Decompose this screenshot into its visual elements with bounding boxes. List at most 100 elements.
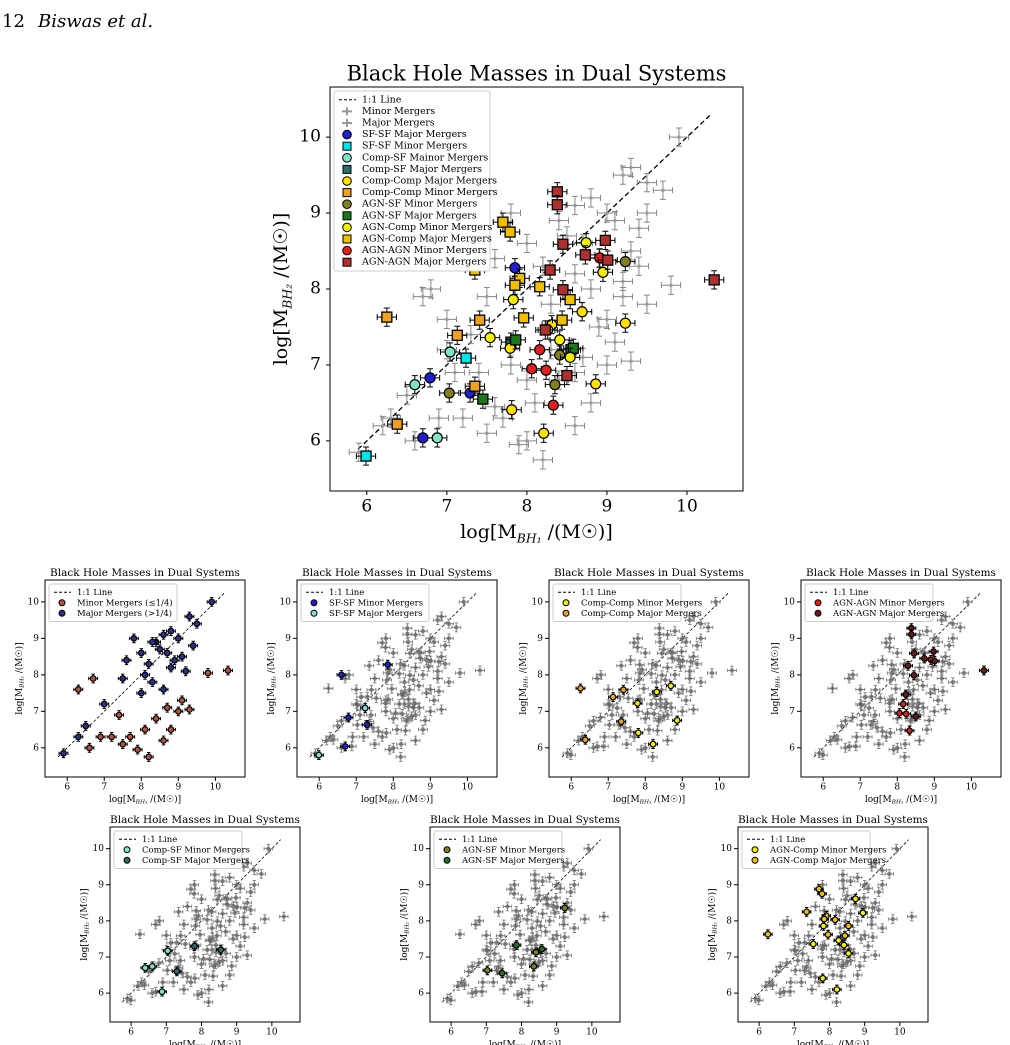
y-axis-label: log[MBH₂ /(M☉)]	[770, 642, 782, 714]
background-point	[405, 639, 411, 645]
background-point	[816, 980, 822, 985]
background-point	[532, 878, 538, 884]
x-tick-label: 9	[602, 497, 613, 517]
point	[554, 349, 566, 361]
point	[556, 314, 568, 326]
legend-label: 1:1 Line	[77, 588, 112, 598]
background-point	[517, 932, 523, 937]
background-point	[153, 989, 158, 994]
legend-label: Minor Mergers	[362, 106, 435, 117]
point	[431, 432, 443, 444]
background-point	[713, 599, 718, 605]
point	[141, 964, 149, 972]
background-point	[405, 632, 410, 637]
axis-label-part: log[M	[109, 795, 136, 805]
background-point	[694, 661, 700, 667]
point	[141, 726, 149, 733]
background-point	[834, 999, 839, 1005]
background-point	[895, 745, 900, 751]
legend-swatch	[814, 599, 822, 607]
point	[477, 393, 489, 405]
x-tick-label: 10	[966, 783, 978, 793]
background-point	[398, 741, 404, 747]
legend-label: AGN-AGN Major Mergers	[361, 257, 487, 268]
background-point	[676, 690, 681, 696]
point	[156, 645, 164, 653]
background-point	[369, 687, 374, 693]
background-point	[372, 741, 378, 747]
background-point	[199, 896, 204, 902]
background-point	[784, 960, 790, 966]
y-tick-label: 10	[280, 597, 292, 607]
point	[357, 450, 361, 454]
background-point	[924, 672, 930, 678]
point	[629, 359, 633, 363]
background-point	[164, 933, 169, 938]
point	[532, 948, 540, 956]
background-point	[435, 617, 440, 623]
background-point	[828, 738, 833, 743]
x-tick-label: 9	[234, 1028, 240, 1038]
background-point	[965, 599, 970, 605]
x-axis-label: log[MBH₁ /(M☉)]	[169, 1039, 241, 1045]
background-point	[407, 687, 412, 693]
background-point	[530, 973, 536, 979]
y-tick-label: 8	[98, 916, 104, 926]
point	[160, 631, 167, 639]
background-point	[680, 709, 685, 714]
background-point	[688, 659, 694, 664]
background-point	[244, 952, 250, 958]
point	[361, 704, 369, 712]
legend-swatch	[342, 107, 352, 116]
background-point	[637, 662, 642, 667]
point	[137, 649, 145, 657]
background-point	[655, 728, 660, 733]
background-point	[889, 697, 895, 702]
background-point	[540, 911, 545, 916]
point	[912, 713, 920, 720]
legend-swatch	[123, 856, 131, 864]
background-point	[679, 649, 684, 654]
y-tick-label: 9	[310, 203, 321, 223]
background-point	[496, 964, 501, 970]
point	[910, 671, 918, 679]
background-point	[665, 632, 670, 637]
background-point	[241, 915, 246, 920]
point	[902, 691, 910, 698]
x-tick-label: 7	[163, 1028, 169, 1038]
background-point	[586, 846, 591, 851]
background-point	[887, 636, 893, 641]
background-point	[491, 980, 496, 985]
background-point	[900, 671, 906, 676]
y-tick-label: 7	[537, 707, 543, 717]
background-point	[806, 958, 811, 963]
y-tick-label: 8	[285, 670, 291, 680]
background-point	[266, 846, 271, 851]
background-point	[887, 701, 892, 706]
background-point	[244, 860, 250, 866]
background-point	[512, 954, 517, 960]
background-point	[496, 909, 501, 915]
background-point	[540, 878, 545, 884]
point	[649, 740, 657, 748]
point	[581, 736, 589, 744]
y-tick-label: 10	[413, 844, 425, 854]
background-point	[756, 998, 761, 1003]
background-point	[487, 958, 493, 963]
axis-label-part: /(M☉)]	[14, 642, 25, 676]
background-point	[961, 670, 967, 676]
background-point	[185, 974, 190, 980]
legend-label: AGN-SF Minor Mergers	[461, 845, 565, 855]
background-point	[505, 904, 510, 909]
background-point	[473, 922, 478, 927]
point	[637, 264, 641, 268]
point	[504, 226, 516, 238]
point	[341, 742, 349, 750]
y-tick-label: 7	[789, 707, 795, 717]
background-point	[706, 625, 711, 630]
background-point	[512, 882, 517, 888]
point	[621, 279, 625, 283]
background-point	[385, 670, 390, 676]
point	[381, 424, 385, 428]
background-point	[204, 947, 210, 953]
